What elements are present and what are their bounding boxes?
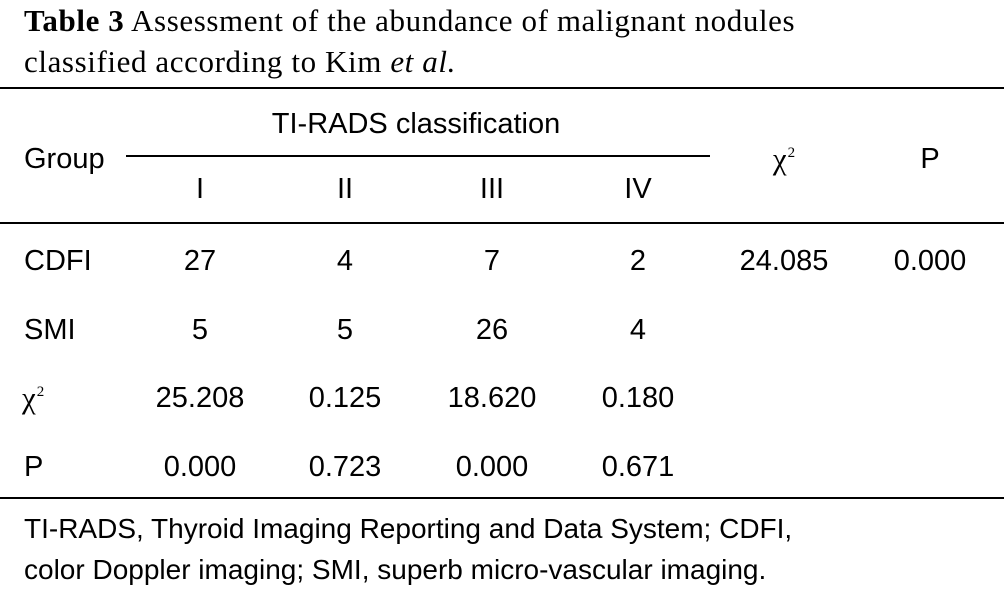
header-tirads-classification: TI-RADS classification — [271, 108, 561, 140]
spanning-header-rule — [126, 155, 710, 157]
row-label-chi-square: χ2 — [22, 381, 44, 415]
row-label-cdfi: CDFI — [24, 245, 92, 277]
caption-citation: et al. — [390, 44, 456, 79]
table-cell-chi: 24.085 — [739, 245, 829, 277]
table-label: Table 3 — [24, 3, 125, 38]
header-group: Group — [24, 143, 105, 175]
table-cell: 0.180 — [601, 382, 675, 414]
chi-symbol: χ — [22, 380, 36, 415]
table-cell-p: 0.000 — [893, 245, 967, 277]
table-cell: 5 — [191, 314, 209, 346]
table-cell: 27 — [183, 245, 217, 277]
header-chi-square: χ2 — [734, 142, 834, 176]
table-cell: 0.723 — [308, 451, 382, 483]
footnote-line-2: color Doppler imaging; SMI, superb micro… — [24, 554, 767, 585]
header-col-III: III — [479, 173, 505, 205]
header-col-I: I — [195, 173, 205, 205]
table-cell: 26 — [475, 314, 509, 346]
caption-text-continued: classified according to Kim — [24, 44, 382, 79]
table-cell: 7 — [483, 245, 501, 277]
table-cell: 4 — [336, 245, 354, 277]
footnote-line-1: TI-RADS, Thyroid Imaging Reporting and D… — [24, 513, 793, 544]
chi-superscript: 2 — [36, 384, 45, 400]
table-top-rule — [0, 87, 1004, 89]
table-cell: 0.125 — [308, 382, 382, 414]
header-bottom-rule — [0, 222, 1004, 224]
chi-superscript: 2 — [787, 145, 796, 161]
table-cell: 0.000 — [455, 451, 529, 483]
table-cell: 0.671 — [601, 451, 675, 483]
caption-line-1: Table 3 Assessment of the abundance of m… — [24, 0, 984, 41]
table-cell: 5 — [336, 314, 354, 346]
header-p: P — [920, 143, 940, 175]
header-col-II: II — [336, 173, 354, 205]
header-col-IV: IV — [624, 173, 652, 205]
table-footnote: TI-RADS, Thyroid Imaging Reporting and D… — [24, 508, 994, 590]
row-label-p: P — [24, 451, 44, 483]
row-label-smi: SMI — [24, 314, 76, 346]
table-cell: 2 — [629, 245, 647, 277]
table-bottom-rule — [0, 497, 1004, 499]
caption-line-2: classified according to Kim et al. — [24, 41, 984, 82]
table-cell: 0.000 — [163, 451, 237, 483]
table-cell: 18.620 — [447, 382, 537, 414]
chi-symbol: χ — [772, 141, 787, 176]
table-caption: Table 3 Assessment of the abundance of m… — [24, 0, 984, 82]
table-cell: 25.208 — [155, 382, 245, 414]
table-cell: 4 — [629, 314, 647, 346]
caption-text: Assessment of the abundance of malignant… — [131, 3, 796, 38]
